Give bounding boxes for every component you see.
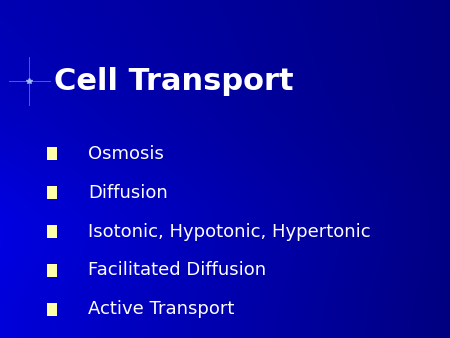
- Bar: [47, 186, 57, 199]
- Text: Osmosis: Osmosis: [88, 145, 164, 163]
- Text: Facilitated Diffusion: Facilitated Diffusion: [88, 261, 266, 280]
- Bar: [47, 147, 57, 160]
- Text: Cell Transport: Cell Transport: [54, 67, 293, 96]
- Text: Isotonic, Hypotonic, Hypertonic: Isotonic, Hypotonic, Hypertonic: [88, 222, 370, 241]
- Bar: [47, 225, 57, 238]
- Bar: [47, 303, 57, 316]
- Text: Diffusion: Diffusion: [88, 184, 167, 202]
- Text: Active Transport: Active Transport: [88, 300, 234, 318]
- Bar: [47, 264, 57, 277]
